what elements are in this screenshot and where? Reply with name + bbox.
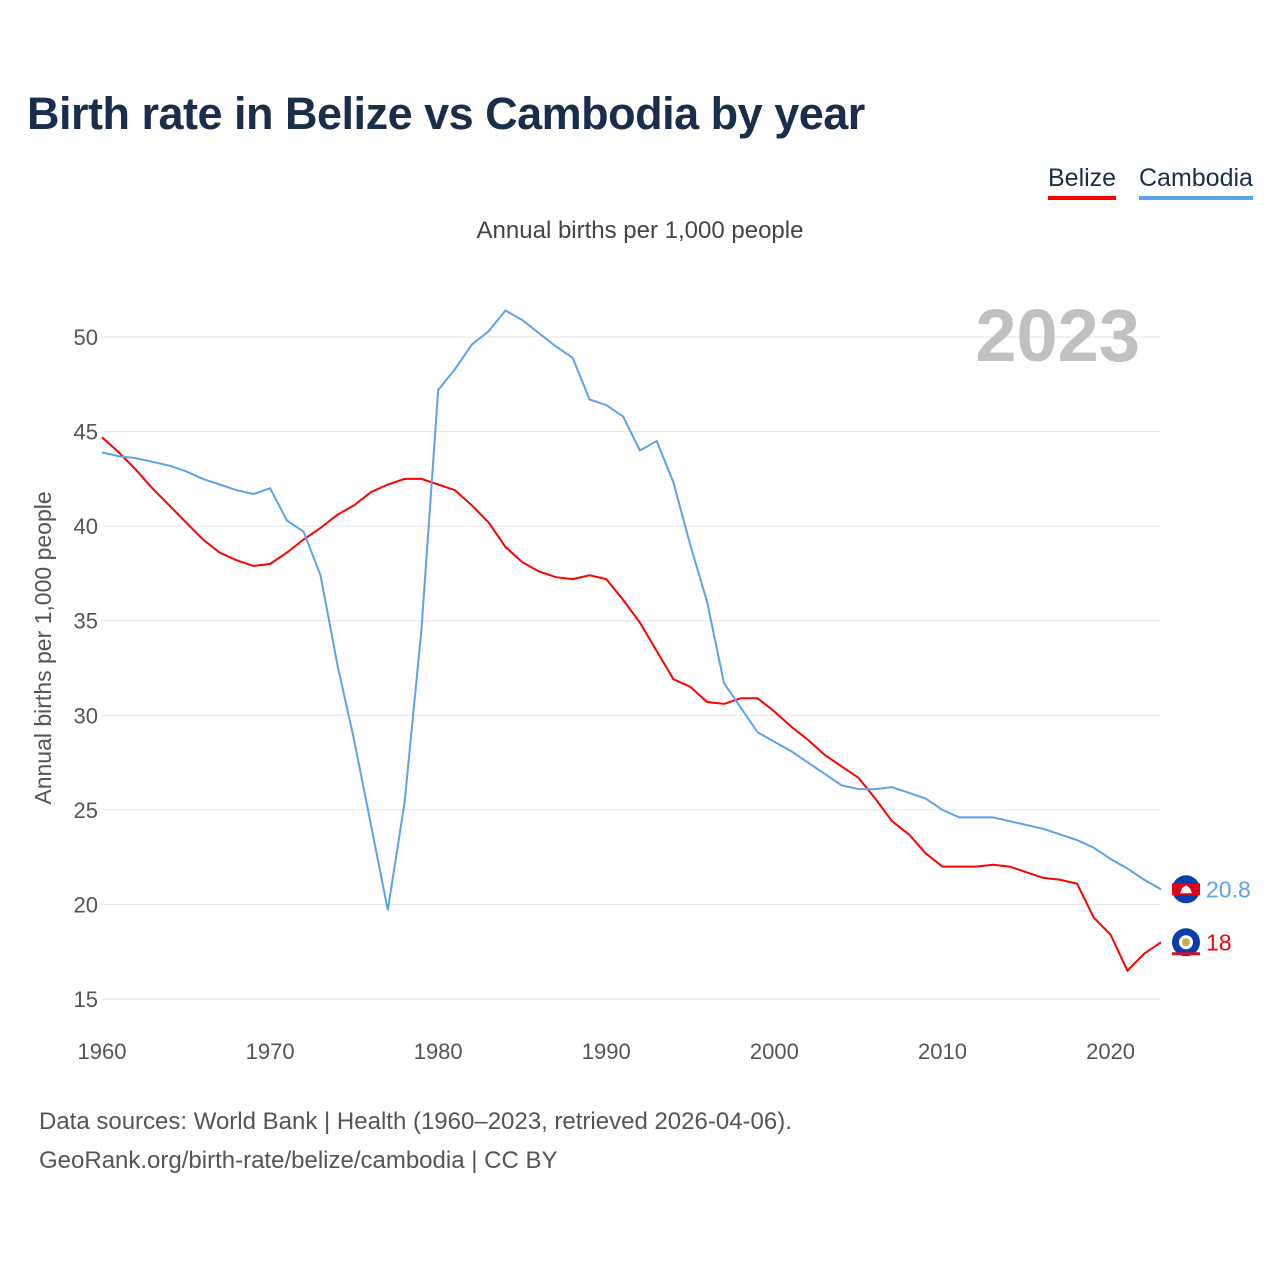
x-tick-label: 2010 — [918, 1039, 967, 1064]
x-tick-label: 1980 — [414, 1039, 463, 1064]
y-tick-label: 45 — [74, 420, 98, 445]
chart-subtitle: Annual births per 1,000 people — [476, 217, 804, 244]
y-axis-label: Annual births per 1,000 people — [30, 491, 56, 804]
cambodia-flag-icon — [1172, 875, 1200, 904]
footer-source: Data sources: World Bank | Health (1960–… — [39, 1108, 792, 1135]
chart-title: Birth rate in Belize vs Cambodia by year — [27, 88, 865, 139]
y-tick-label: 40 — [74, 514, 98, 539]
legend-cambodia[interactable]: Cambodia — [1139, 164, 1253, 200]
x-tick-label: 2020 — [1086, 1039, 1135, 1064]
series-line-cambodia[interactable] — [101, 309, 1162, 911]
end-value-label: 18 — [1206, 929, 1232, 955]
x-tick-label: 1970 — [246, 1039, 295, 1064]
y-tick-label: 15 — [74, 987, 98, 1012]
y-tick-label: 50 — [74, 325, 98, 350]
series-line-belize[interactable] — [101, 436, 1162, 973]
x-tick-label: 2000 — [750, 1039, 799, 1064]
y-tick-label: 25 — [74, 798, 98, 823]
belize-flag-icon — [1172, 928, 1200, 957]
footer-link[interactable]: GeoRank.org/birth-rate/belize/cambodia |… — [39, 1147, 558, 1174]
x-tick-label: 1990 — [582, 1039, 631, 1064]
x-tick-label: 1960 — [78, 1039, 127, 1064]
y-tick-label: 30 — [74, 703, 98, 728]
y-tick-label: 20 — [74, 892, 98, 917]
year-label: 2023 — [975, 294, 1140, 377]
y-tick-label: 35 — [74, 609, 98, 634]
end-value-label: 20.8 — [1206, 876, 1251, 902]
legend-belize[interactable]: Belize — [1048, 164, 1117, 200]
